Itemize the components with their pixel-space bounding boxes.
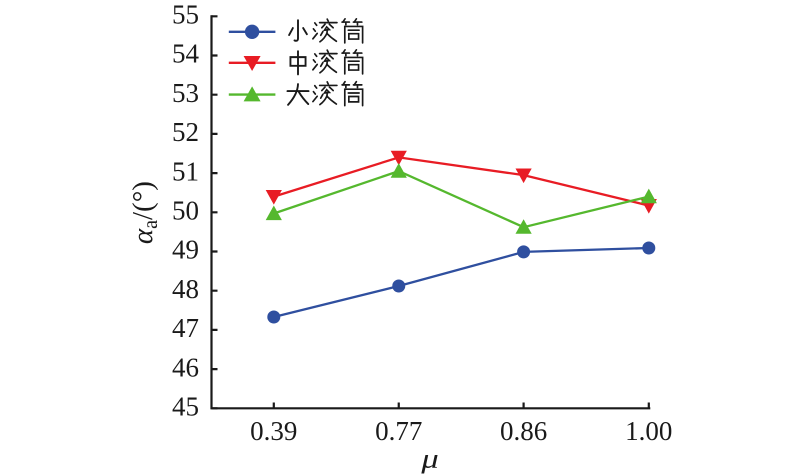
svg-text:48: 48 xyxy=(172,274,199,304)
svg-text:1.00: 1.00 xyxy=(625,416,672,446)
svg-text:47: 47 xyxy=(172,313,199,343)
svg-text:0.77: 0.77 xyxy=(375,416,422,446)
svg-text:54: 54 xyxy=(172,39,200,69)
svg-text:45: 45 xyxy=(172,392,199,422)
svg-text:αa/(°): αa/(°) xyxy=(127,181,162,244)
svg-text:50: 50 xyxy=(172,196,199,226)
svg-text:0.86: 0.86 xyxy=(500,416,547,446)
svg-text:μ: μ xyxy=(420,443,438,473)
svg-text:46: 46 xyxy=(172,352,199,382)
svg-text:0.39: 0.39 xyxy=(250,416,297,446)
svg-text:53: 53 xyxy=(172,78,199,108)
svg-text:55: 55 xyxy=(172,0,199,30)
svg-text:52: 52 xyxy=(172,117,199,147)
svg-text:51: 51 xyxy=(172,156,199,186)
svg-text:49: 49 xyxy=(172,235,199,265)
